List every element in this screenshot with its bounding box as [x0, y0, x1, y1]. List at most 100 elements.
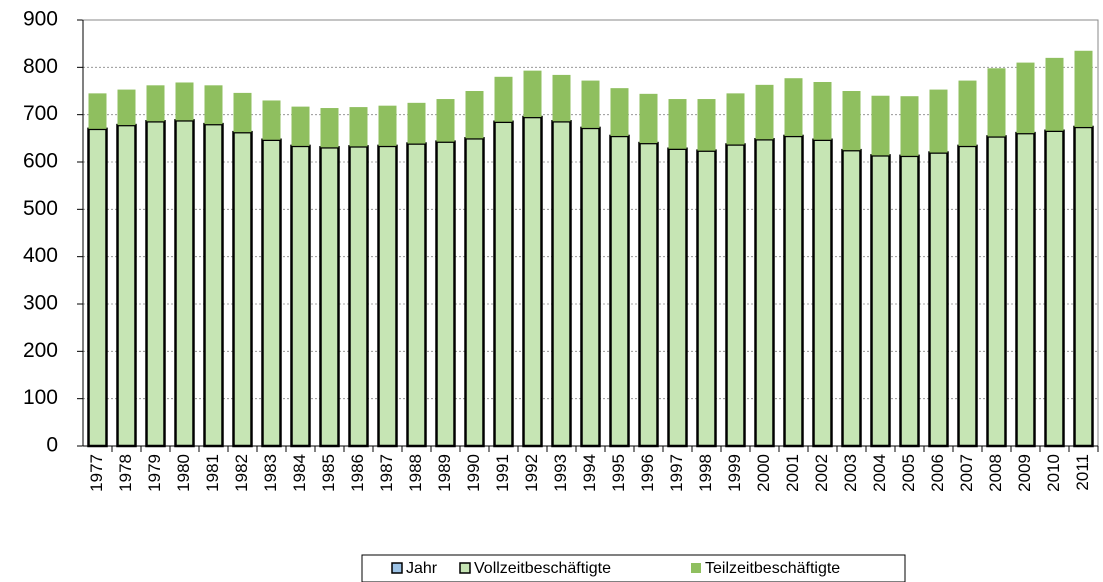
bar-segment: [1073, 125, 1094, 448]
bar-segment: [957, 144, 978, 448]
bar-segment: [232, 130, 253, 448]
bar-segment: [668, 99, 687, 149]
bar-segment: [436, 99, 455, 142]
bar-segment: [493, 120, 514, 448]
x-tick-label: 2011: [1073, 454, 1092, 491]
x-tick-label: 2010: [1044, 454, 1063, 492]
bar-segment: [928, 151, 949, 448]
bar-segment: [378, 105, 397, 146]
x-tick-label: 2009: [1015, 454, 1034, 492]
bar-segment: [435, 140, 456, 448]
bar-segment: [1015, 131, 1036, 448]
x-tick-label: 1986: [348, 454, 367, 492]
x-tick-label: 2002: [812, 454, 831, 492]
bar-segment: [465, 91, 484, 139]
legend-swatch: [691, 563, 701, 573]
y-tick-label: 500: [23, 197, 58, 220]
x-tick-label: 1983: [261, 454, 280, 492]
bar-segment: [929, 89, 948, 153]
x-tick-label: 1977: [87, 454, 106, 492]
x-tick-label: 1993: [551, 454, 570, 492]
x-tick-label: 2008: [986, 454, 1005, 492]
y-tick-label: 300: [23, 292, 58, 315]
bar-segment: [639, 93, 658, 144]
bar-segment: [551, 120, 572, 448]
bar-segment: [726, 93, 745, 145]
bar-segment: [958, 80, 977, 146]
y-tick-label: 200: [23, 339, 58, 362]
bar-segment: [348, 145, 369, 448]
x-tick-label: 1985: [319, 454, 338, 492]
bar-segment: [609, 134, 630, 448]
bar-segment: [349, 107, 368, 147]
bar-segment: [755, 84, 774, 140]
y-tick-label: 100: [23, 386, 58, 409]
x-tick-label: 1981: [203, 454, 222, 492]
bar-segment: [377, 144, 398, 448]
x-tick-label: 2007: [957, 454, 976, 492]
y-tick-label: 900: [23, 8, 58, 31]
bar-segment: [725, 143, 746, 448]
y-tick-label: 0: [46, 434, 58, 457]
bar-segment: [88, 93, 107, 129]
bar-segment: [175, 82, 194, 121]
bar-segment: [812, 138, 833, 448]
bar-segment: [291, 106, 310, 146]
bar-segment: [320, 108, 339, 148]
bar-segment: [494, 76, 513, 122]
bar-segment: [523, 70, 542, 118]
bar-segment: [146, 85, 165, 122]
x-tick-label: 1989: [435, 454, 454, 492]
bar-segment: [1045, 57, 1064, 131]
y-tick-label: 600: [23, 150, 58, 173]
x-tick-label: 1982: [232, 454, 251, 492]
bar-segment: [871, 95, 890, 156]
y-tick-label: 700: [23, 102, 58, 125]
bar-segment: [262, 100, 281, 140]
x-tick-label: 1984: [290, 454, 309, 492]
bar-segment: [145, 120, 166, 448]
bar-segment: [464, 137, 485, 448]
bar-segment: [986, 135, 1007, 448]
x-tick-label: 1979: [145, 454, 164, 492]
x-tick-label: 1980: [174, 454, 193, 492]
bar-segment: [204, 85, 223, 125]
bar-segment: [552, 74, 571, 122]
bar-segment: [203, 122, 224, 448]
bar-segment: [870, 154, 891, 448]
bar-segment: [813, 82, 832, 140]
bar-segment: [522, 115, 543, 448]
bar-segment: [842, 91, 861, 151]
x-tick-label: 1999: [725, 454, 744, 492]
bar-segment: [900, 96, 919, 156]
x-tick-label: 1997: [667, 454, 686, 492]
x-tick-label: 1990: [464, 454, 483, 492]
bar-segment: [233, 92, 252, 133]
bar-segment: [290, 144, 311, 448]
bar-segment: [116, 123, 137, 448]
x-tick-label: 2006: [928, 454, 947, 492]
x-tick-label: 2004: [870, 454, 889, 492]
x-tick-label: 2003: [841, 454, 860, 492]
legend-label: Vollzeitbeschäftigte: [474, 560, 611, 577]
bar-segment: [841, 148, 862, 448]
bar-segment: [581, 80, 600, 128]
bar-segment: [987, 68, 1006, 137]
legend-swatch: [391, 562, 403, 574]
x-tick-label: 1994: [580, 454, 599, 492]
x-tick-label: 1988: [406, 454, 425, 492]
bar-segment: [783, 134, 804, 448]
bar-segment: [407, 102, 426, 144]
bar-segment: [754, 138, 775, 448]
bar-segment: [406, 142, 427, 448]
bar-segment: [899, 154, 920, 448]
x-tick-label: 1995: [609, 454, 628, 492]
x-tick-label: 2000: [754, 454, 773, 492]
bar-segment: [1074, 50, 1093, 127]
x-tick-label: 1992: [522, 454, 541, 492]
bar-segment: [580, 126, 601, 448]
bar-segment: [174, 119, 195, 448]
x-tick-label: 1996: [638, 454, 657, 492]
bar-segment: [87, 127, 108, 448]
